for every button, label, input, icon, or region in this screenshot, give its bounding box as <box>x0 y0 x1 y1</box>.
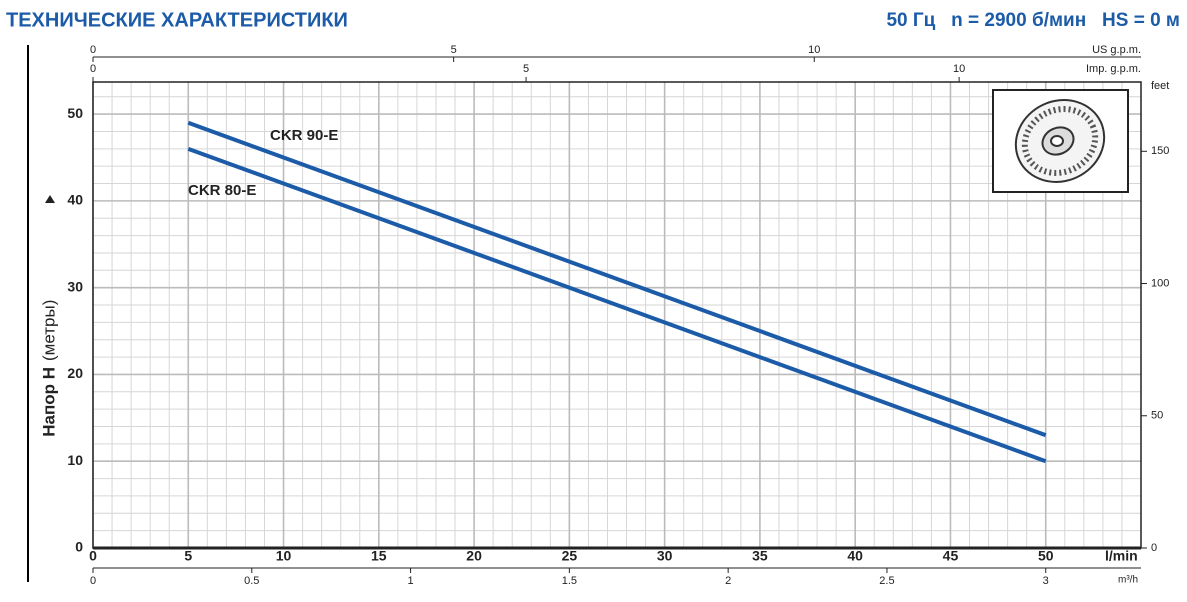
m3h-tick-label: 1.5 <box>562 575 577 587</box>
m3h-axis-label: m³/h <box>1118 575 1138 586</box>
x-tick-label: 10 <box>276 548 292 564</box>
y-arrow <box>45 195 55 203</box>
y-label-unit: (метры) <box>39 300 58 361</box>
y-label: Напор H <box>39 367 58 437</box>
us-axis-label: US g.p.m. <box>1092 44 1141 56</box>
y-tick-label: 0 <box>75 539 83 555</box>
feet-tick-label: 50 <box>1151 410 1163 422</box>
us-tick-label: 5 <box>451 44 457 56</box>
series-label: CKR 90-E <box>270 127 338 144</box>
series-label: CKR 80-E <box>188 182 256 199</box>
y-tick-label: 30 <box>67 278 83 294</box>
series-line <box>187 120 1047 438</box>
m3h-tick-label: 3 <box>1043 575 1049 587</box>
chart-subtitle: 50 Гц n = 2900 б/мин HS = 0 м <box>886 10 1180 31</box>
imp-tick-label: 0 <box>90 63 96 75</box>
pump-image <box>992 89 1129 193</box>
m3h-tick-label: 0 <box>90 575 96 587</box>
x-tick-label: 25 <box>562 548 578 564</box>
y-tick-label: 20 <box>67 365 83 381</box>
x-tick-label: 45 <box>943 548 959 564</box>
x-tick-label: 35 <box>752 548 768 564</box>
m3h-tick-label: 0.5 <box>244 575 259 587</box>
x-tick-label: 5 <box>184 548 192 564</box>
x-tick-label: 30 <box>657 548 673 564</box>
x-tick-label: 15 <box>371 548 387 564</box>
y-tick-label: 50 <box>67 105 83 121</box>
x-tick-label: 50 <box>1038 548 1054 564</box>
y-axis-label: Напор H (метры) <box>39 195 58 437</box>
imp-tick-label: 10 <box>953 63 965 75</box>
plot-area <box>93 82 1141 548</box>
imp-axis-label: Imp. g.p.m. <box>1086 63 1141 75</box>
y-tick-label: 40 <box>67 192 83 208</box>
x-tick-label: 40 <box>847 548 863 564</box>
feet-axis-label: feet <box>1151 80 1169 92</box>
x-axis-label: l/min <box>1105 548 1138 564</box>
chart-title: ТЕХНИЧЕСКИЕ ХАРАКТЕРИСТИКИ <box>6 9 348 31</box>
imp-tick-label: 5 <box>523 63 529 75</box>
us-tick-label: 0 <box>90 44 96 56</box>
m3h-tick-label: 2.5 <box>879 575 894 587</box>
x-tick-label: 0 <box>89 548 97 564</box>
feet-tick-label: 150 <box>1151 145 1169 157</box>
series-line <box>187 146 1047 464</box>
x-tick-label: 20 <box>466 548 482 564</box>
m3h-tick-label: 2 <box>725 575 731 587</box>
m3h-tick-label: 1 <box>408 575 414 587</box>
us-tick-label: 10 <box>808 44 820 56</box>
y-tick-label: 10 <box>67 452 83 468</box>
feet-tick-label: 100 <box>1151 277 1169 289</box>
feet-tick-label: 0 <box>1151 542 1157 554</box>
